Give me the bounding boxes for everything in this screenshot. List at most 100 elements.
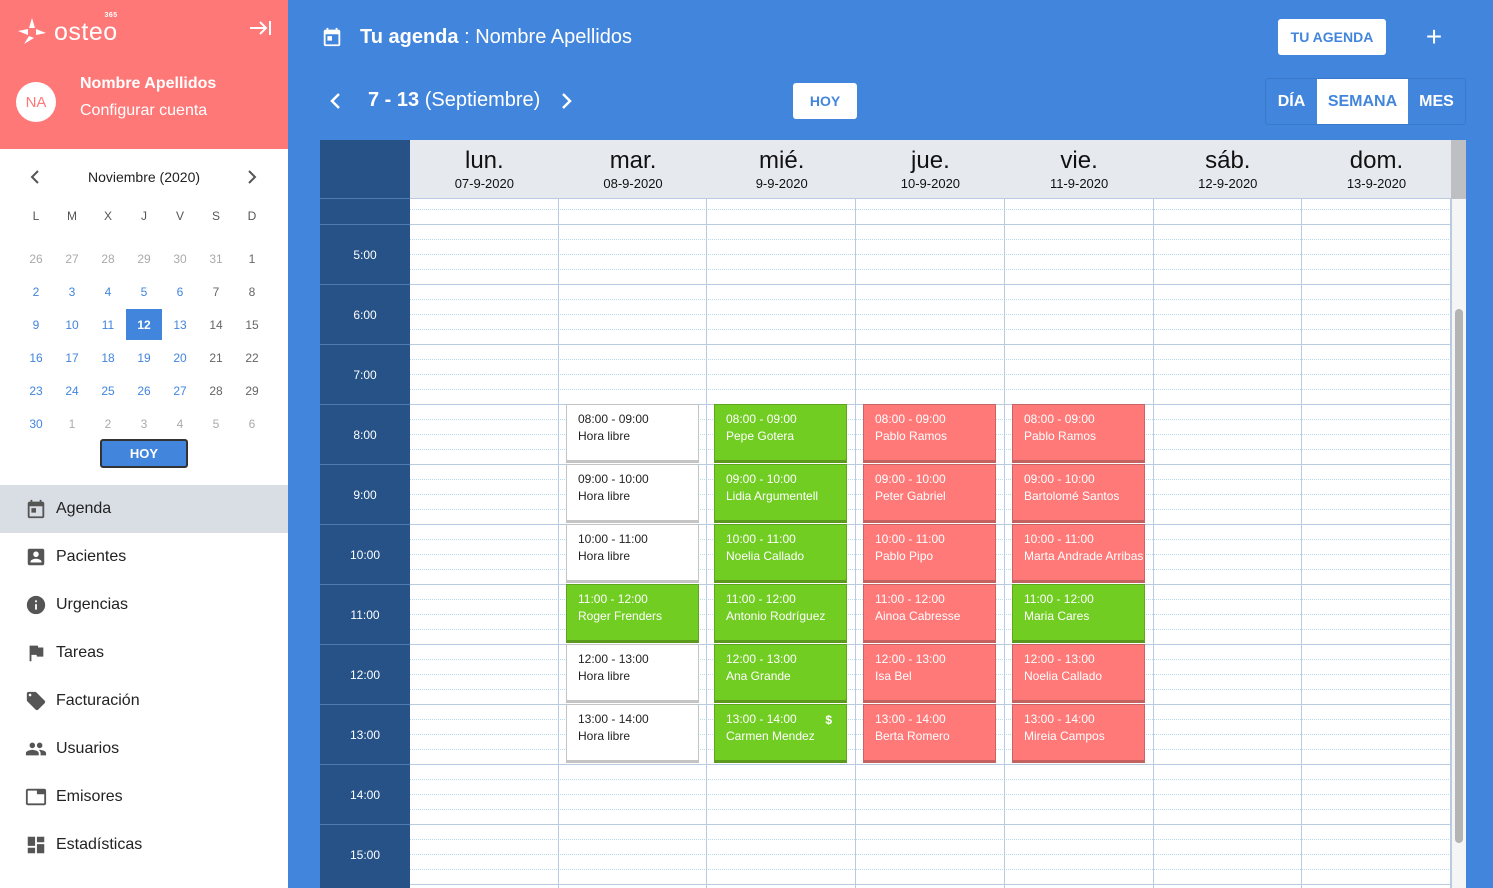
mini-calendar-day[interactable]: 2: [32, 284, 40, 299]
mini-calendar-day[interactable]: 3: [140, 416, 148, 431]
configure-account-link[interactable]: Configurar cuenta: [80, 102, 208, 119]
avatar[interactable]: NA: [16, 82, 56, 122]
logo[interactable]: osteo 365: [16, 12, 118, 48]
appointment[interactable]: 09:00 - 10:00 Bartolomé Santos: [1012, 464, 1145, 523]
mini-calendar-day[interactable]: 28: [209, 383, 223, 398]
mini-calendar-day[interactable]: 24: [65, 383, 79, 398]
free-slot[interactable]: 08:00 - 09:00 Hora libre: [566, 404, 699, 463]
mini-calendar-next-button[interactable]: [242, 167, 262, 187]
appointment[interactable]: 12:00 - 13:00 Noelia Callado: [1012, 644, 1145, 703]
day-header[interactable]: sáb. 12-9-2020: [1153, 140, 1302, 198]
sidebar-item-agenda[interactable]: Agenda: [0, 485, 288, 533]
view-week-button[interactable]: SEMANA: [1317, 79, 1408, 124]
mini-calendar-day[interactable]: 6: [248, 416, 256, 431]
mini-calendar-day[interactable]: 5: [212, 416, 220, 431]
mini-calendar-day[interactable]: 21: [209, 350, 223, 365]
appointment[interactable]: 12:00 - 13:00 Isa Bel: [863, 644, 996, 703]
appointment[interactable]: 11:00 - 12:00 Maria Cares: [1012, 584, 1145, 643]
mini-calendar-day[interactable]: 25: [101, 383, 115, 398]
next-week-button[interactable]: [556, 89, 576, 113]
mini-calendar-day[interactable]: 29: [137, 251, 151, 266]
calendar-scrollbar[interactable]: [1451, 199, 1466, 888]
mini-calendar-day[interactable]: 15: [245, 317, 259, 332]
mini-calendar-day[interactable]: 4: [176, 416, 184, 431]
mini-calendar-day[interactable]: 5: [140, 284, 148, 299]
day-header[interactable]: mié. 9-9-2020: [707, 140, 856, 198]
mini-calendar-day[interactable]: 28: [101, 251, 115, 266]
mini-calendar-day[interactable]: 30: [173, 251, 187, 266]
appointment[interactable]: 08:00 - 09:00 Pablo Ramos: [863, 404, 996, 463]
mini-calendar-day[interactable]: 31: [209, 251, 223, 266]
free-slot[interactable]: 12:00 - 13:00 Hora libre: [566, 644, 699, 703]
appointment[interactable]: 09:00 - 10:00 Peter Gabriel: [863, 464, 996, 523]
appointment[interactable]: 13:00 - 14:00 Mireia Campos: [1012, 704, 1145, 763]
day-header[interactable]: lun. 07-9-2020: [410, 140, 559, 198]
appointment[interactable]: 09:00 - 10:00 Lidia Argumentell: [714, 464, 847, 523]
free-slot[interactable]: 09:00 - 10:00 Hora libre: [566, 464, 699, 523]
scrollbar-thumb[interactable]: [1455, 309, 1463, 843]
mini-calendar-day[interactable]: 27: [173, 383, 187, 398]
mini-calendar-day[interactable]: 19: [137, 350, 151, 365]
sidebar-item-pacientes[interactable]: Pacientes: [0, 533, 288, 581]
mini-calendar-day[interactable]: 1: [68, 416, 76, 431]
mini-calendar-day[interactable]: 8: [248, 284, 256, 299]
appointment[interactable]: 12:00 - 13:00 Ana Grande: [714, 644, 847, 703]
mini-calendar-day[interactable]: 13: [173, 317, 187, 332]
sidebar-item-estadisticas[interactable]: Estadísticas: [0, 821, 288, 869]
mini-calendar-day[interactable]: 9: [32, 317, 40, 332]
appointment[interactable]: 08:00 - 09:00 Pablo Ramos: [1012, 404, 1145, 463]
mini-calendar-day[interactable]: 26: [137, 383, 151, 398]
add-appointment-button[interactable]: +: [1422, 23, 1446, 52]
calendar-grid[interactable]: 08:00 - 09:00 Hora libre 09:00 - 10:00 Hora…: [410, 199, 1451, 888]
mini-calendar-day[interactable]: 29: [245, 383, 259, 398]
appointment[interactable]: 10:00 - 11:00 Noelia Callado: [714, 524, 847, 583]
day-header[interactable]: dom. 13-9-2020: [1302, 140, 1451, 198]
appointment[interactable]: 10:00 - 11:00 Pablo Pipo: [863, 524, 996, 583]
free-slot[interactable]: 10:00 - 11:00 Hora libre: [566, 524, 699, 583]
sidebar-item-tareas[interactable]: Tareas: [0, 629, 288, 677]
mini-calendar-today-button[interactable]: HOY: [100, 439, 188, 468]
mini-calendar-day[interactable]: 6: [176, 284, 184, 299]
appointment[interactable]: 13:00 - 14:00 Carmen Mendez $: [714, 704, 847, 763]
day-header[interactable]: mar. 08-9-2020: [559, 140, 708, 198]
mini-calendar-day[interactable]: 16: [29, 350, 43, 365]
mini-calendar-day[interactable]: 17: [65, 350, 79, 365]
appointment[interactable]: 13:00 - 14:00 Berta Romero: [863, 704, 996, 763]
mini-calendar-day[interactable]: 30: [29, 416, 43, 431]
mini-calendar-day[interactable]: 1: [248, 251, 256, 266]
view-day-button[interactable]: DÍA: [1277, 92, 1306, 110]
mini-calendar-prev-button[interactable]: [25, 167, 45, 187]
mini-calendar-day[interactable]: 23: [29, 383, 43, 398]
day-name: lun.: [464, 147, 504, 174]
sidebar-item-usuarios[interactable]: Usuarios: [0, 725, 288, 773]
mini-calendar-day[interactable]: 4: [104, 284, 112, 299]
day-header[interactable]: jue. 10-9-2020: [856, 140, 1005, 198]
appointment[interactable]: 11:00 - 12:00 Antonio Rodríguez: [714, 584, 847, 643]
today-button[interactable]: HOY: [793, 83, 857, 119]
collapse-sidebar-button[interactable]: [248, 17, 272, 39]
mini-calendar-day[interactable]: 7: [212, 284, 220, 299]
mini-calendar-day[interactable]: 3: [68, 284, 76, 299]
appointment[interactable]: 08:00 - 09:00 Pepe Gotera: [714, 404, 847, 463]
sidebar-item-emisores[interactable]: Emisores: [0, 773, 288, 821]
appointment[interactable]: 11:00 - 12:00 Ainoa Cabresse: [863, 584, 996, 643]
mini-calendar-day[interactable]: 22: [245, 350, 259, 365]
mini-calendar-day[interactable]: 20: [173, 350, 187, 365]
mini-calendar-day[interactable]: 26: [29, 251, 43, 266]
sidebar-item-urgencias[interactable]: Urgencias: [0, 581, 288, 629]
sidebar-item-facturacion[interactable]: Facturación: [0, 677, 288, 725]
my-agenda-button[interactable]: TU AGENDA: [1278, 19, 1386, 55]
appointment[interactable]: 11:00 - 12:00 Roger Frenders: [566, 584, 699, 643]
view-month-button[interactable]: MES: [1419, 92, 1454, 110]
mini-calendar-day[interactable]: 18: [101, 350, 115, 365]
mini-calendar-day[interactable]: 10: [65, 317, 79, 332]
prev-week-button[interactable]: [326, 89, 346, 113]
mini-calendar-day[interactable]: 11: [101, 317, 115, 332]
mini-calendar-day[interactable]: 27: [65, 251, 79, 266]
mini-calendar-day[interactable]: 2: [104, 416, 112, 431]
day-header[interactable]: vie. 11-9-2020: [1005, 140, 1154, 198]
mini-calendar-day-selected[interactable]: 12: [126, 309, 162, 340]
appointment[interactable]: 10:00 - 11:00 Marta Andrade Arribas: [1012, 524, 1145, 583]
free-slot[interactable]: 13:00 - 14:00 Hora libre: [566, 704, 699, 763]
mini-calendar-day[interactable]: 14: [209, 317, 223, 332]
